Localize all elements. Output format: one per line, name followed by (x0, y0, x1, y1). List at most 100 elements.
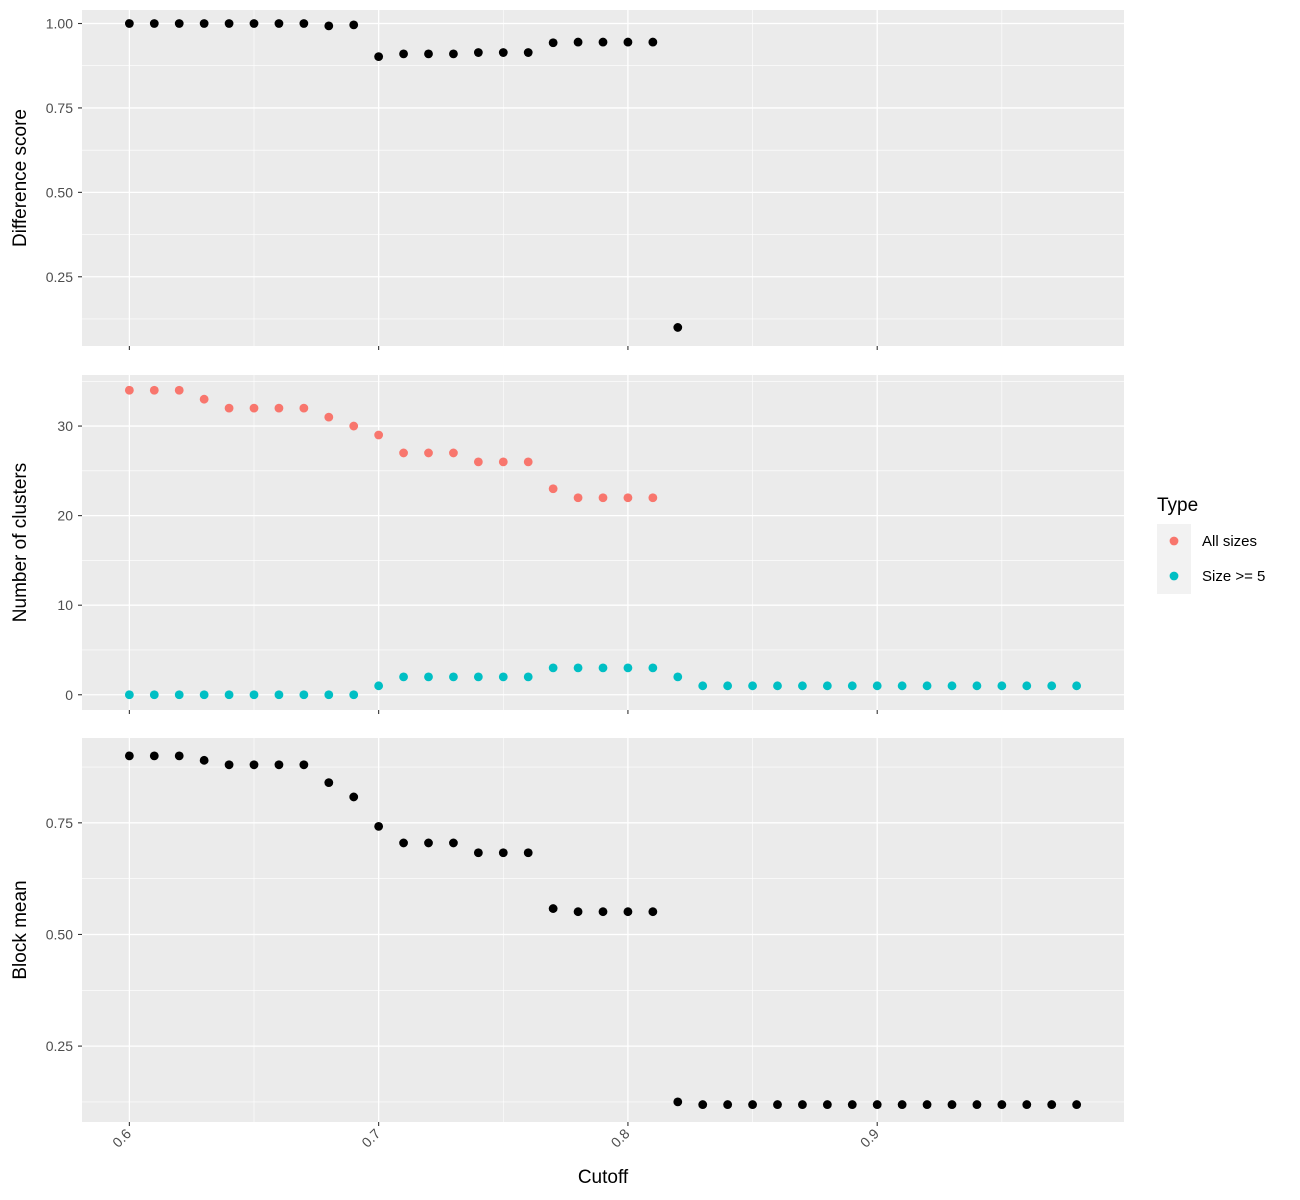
legend-key-background (1157, 524, 1191, 594)
data-point (598, 663, 608, 673)
data-point (573, 493, 583, 503)
y-tick-label: 20 (57, 508, 73, 524)
data-point (523, 672, 533, 682)
data-point (548, 904, 558, 913)
panel-background (82, 738, 1124, 1122)
data-point (573, 37, 583, 47)
series-points (124, 751, 1082, 1109)
data-point (149, 19, 159, 28)
legend-key-point (1169, 536, 1179, 546)
data-point (1072, 1100, 1082, 1109)
y-tick-label: 30 (57, 418, 73, 434)
data-point (274, 760, 284, 770)
data-point (822, 681, 832, 691)
legend-title: Type (1157, 495, 1198, 516)
data-point (623, 663, 633, 673)
y-tick-label: 0 (65, 687, 73, 703)
data-point (997, 1100, 1007, 1109)
panel-difference: 0.25 0.50 0.75 1.00 Difference score (10, 10, 1124, 350)
data-point (473, 457, 483, 467)
y-tick-label: 0.25 (46, 269, 73, 285)
data-point (523, 848, 533, 858)
data-point (1022, 1100, 1032, 1109)
data-point (399, 838, 408, 848)
x-tick-label: 0.7 (358, 1125, 383, 1150)
data-point (124, 690, 134, 700)
data-point (149, 690, 159, 700)
data-point (648, 493, 658, 503)
data-point (897, 1100, 907, 1109)
data-point (449, 448, 458, 458)
data-point (922, 1100, 932, 1109)
y-tick-label: 1.00 (46, 16, 73, 32)
data-point (598, 907, 608, 917)
data-point (922, 681, 932, 691)
panel-blockmean: 0.25 0.50 0.75 Block mean (10, 738, 1124, 1126)
data-point (174, 751, 184, 761)
data-point (473, 672, 483, 682)
data-point (548, 663, 558, 673)
data-point (299, 403, 309, 413)
data-point (224, 19, 234, 28)
data-point (723, 1100, 733, 1109)
legend-label: Size >= 5 (1202, 568, 1265, 585)
data-point (673, 1097, 683, 1107)
data-point (224, 690, 234, 700)
data-point (149, 751, 159, 761)
data-point (374, 822, 384, 831)
data-point (299, 760, 309, 770)
data-point (498, 457, 508, 467)
data-point (249, 403, 259, 413)
data-point (124, 19, 134, 28)
data-point (972, 1100, 982, 1109)
data-point (773, 681, 782, 691)
legend-key-point (1169, 571, 1179, 581)
data-point (773, 1100, 782, 1109)
data-point (598, 493, 608, 503)
series-points (124, 19, 683, 332)
data-point (723, 681, 733, 691)
data-point (648, 663, 658, 673)
panel-background (82, 375, 1124, 710)
data-point (897, 681, 907, 691)
data-point (349, 792, 359, 802)
data-point (872, 681, 882, 691)
data-point (673, 672, 683, 682)
data-point (424, 672, 433, 682)
data-point (324, 690, 334, 700)
data-point (324, 21, 334, 31)
data-point (598, 37, 608, 47)
data-point (498, 848, 508, 858)
data-point (349, 20, 359, 30)
data-point (299, 690, 309, 700)
data-point (847, 1100, 857, 1109)
data-point (748, 1100, 757, 1109)
legend: Type All sizes Size >= 5 (1157, 495, 1265, 594)
data-point (299, 19, 309, 28)
data-point (324, 412, 334, 422)
data-point (174, 385, 184, 395)
data-point (748, 681, 757, 691)
data-point (274, 403, 284, 413)
data-point (648, 907, 658, 917)
data-point (349, 421, 359, 431)
data-point (498, 672, 508, 682)
data-point (374, 52, 384, 62)
y-tick-label: 0.75 (46, 815, 73, 831)
x-tick-label: 0.6 (109, 1125, 134, 1150)
data-point (449, 49, 458, 59)
data-point (698, 1100, 708, 1109)
data-point (548, 38, 558, 48)
panel-background (82, 10, 1124, 346)
data-point (399, 448, 408, 458)
data-point (124, 385, 134, 395)
data-point (623, 37, 633, 47)
data-point (399, 672, 408, 682)
data-point (324, 778, 334, 788)
data-point (399, 49, 408, 59)
series-size-5 (124, 663, 1082, 700)
y-axis-title: Number of clusters (10, 463, 31, 622)
legend-entries: All sizes Size >= 5 (1169, 533, 1265, 585)
y-axis-title: Block mean (10, 880, 31, 979)
